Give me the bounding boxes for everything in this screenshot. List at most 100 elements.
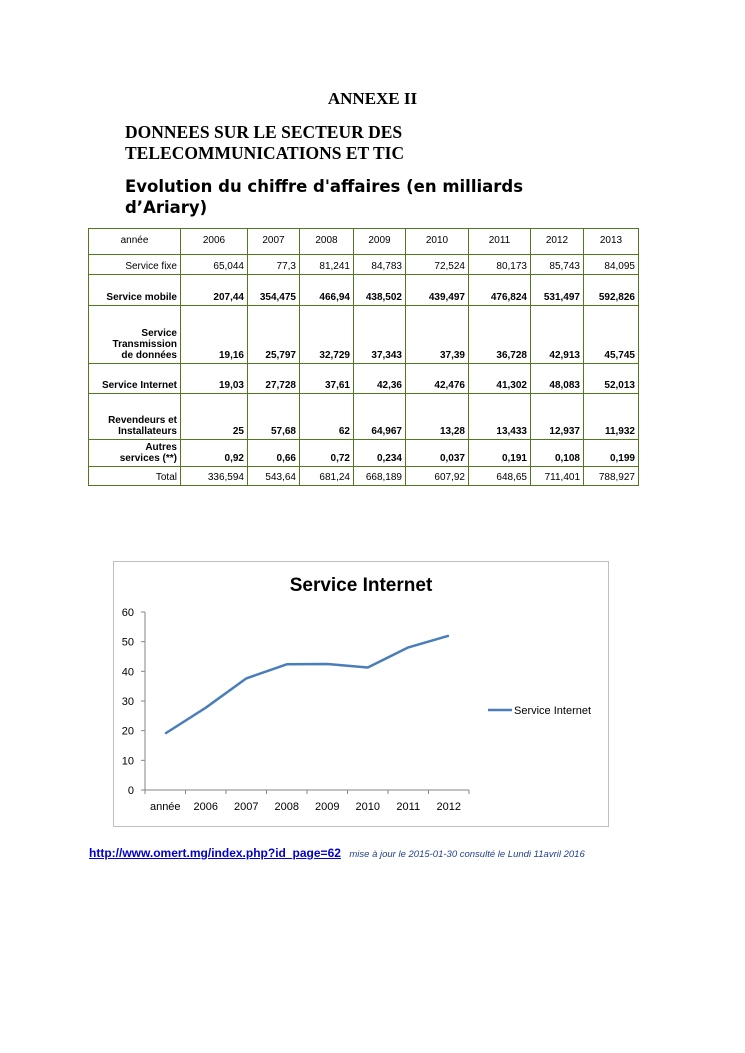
table-cell: 64,967 bbox=[353, 393, 406, 440]
row-label-line: Service bbox=[141, 328, 177, 339]
table-header-row: année 2006 2007 2008 2009 2010 2011 2012 2013 bbox=[88, 228, 639, 255]
table-cell: 543,64 bbox=[247, 466, 300, 486]
table-cell: 42,36 bbox=[353, 363, 406, 394]
table-cell: 84,783 bbox=[353, 254, 406, 275]
table-cell: 466,94 bbox=[299, 274, 354, 306]
table-cell: 13,433 bbox=[468, 393, 531, 440]
table-cell: 57,68 bbox=[247, 393, 300, 440]
heading-line-2: TELECOMMUNICATIONS ET TIC bbox=[125, 143, 405, 163]
table-cell: 42,476 bbox=[405, 363, 469, 394]
table-cell: 19,03 bbox=[180, 363, 248, 394]
table-cell: 12,937 bbox=[530, 393, 584, 440]
table-row: Autres services (**) 0,92 0,66 0,72 0,234 0,03… bbox=[88, 439, 639, 467]
table-row: Service mobile 207,44 354,475 466,94 438,502… bbox=[88, 274, 639, 306]
x-tick-label: 2007 bbox=[234, 801, 258, 813]
y-tick-label: 50 bbox=[122, 637, 134, 649]
data-point bbox=[205, 707, 207, 709]
x-tick-label: 2010 bbox=[356, 801, 380, 813]
table-cell: 0,037 bbox=[405, 439, 469, 467]
header-cell-year: 2010 bbox=[405, 228, 469, 255]
row-label: Autres services (**) bbox=[88, 439, 181, 467]
table-row: Total 336,594 543,64 681,24 668,189 607,92 648… bbox=[88, 466, 639, 486]
caption-line-2: d’Ariary) bbox=[125, 198, 208, 217]
table-cell: 788,927 bbox=[583, 466, 639, 486]
table-cell: 42,913 bbox=[530, 305, 584, 364]
table-cell: 354,475 bbox=[247, 274, 300, 306]
data-point bbox=[326, 663, 328, 665]
table-cell: 77,3 bbox=[247, 254, 300, 275]
table-cell: 607,92 bbox=[405, 466, 469, 486]
header-cell-year: 2009 bbox=[353, 228, 406, 255]
table-caption: Evolution du chiffre d'affaires (en mill… bbox=[125, 176, 685, 218]
chart-title: Service Internet bbox=[290, 575, 433, 596]
y-tick-label: 30 bbox=[122, 696, 134, 708]
row-label: Service Internet bbox=[88, 363, 181, 394]
chart-canvas: Service Internet 0 10 20 30 40 50 60 année 2006 20… bbox=[122, 575, 591, 813]
row-label-line: Service mobile bbox=[106, 292, 177, 303]
table-cell: 439,497 bbox=[405, 274, 469, 306]
row-label-line: Service Internet bbox=[101, 380, 177, 391]
x-tick-label: année bbox=[150, 801, 181, 813]
row-label-line: Transmission bbox=[112, 339, 177, 350]
table-cell: 0,191 bbox=[468, 439, 531, 467]
series-line-service-internet bbox=[164, 634, 450, 735]
table-cell: 668,189 bbox=[353, 466, 406, 486]
table-cell: 84,095 bbox=[583, 254, 639, 275]
row-label: Service Transmission de données bbox=[88, 305, 181, 364]
row-label-line: Total bbox=[155, 472, 177, 483]
header-cell-year: 2011 bbox=[468, 228, 531, 255]
data-point bbox=[407, 646, 409, 648]
table-cell: 0,199 bbox=[583, 439, 639, 467]
table-cell: 36,728 bbox=[468, 305, 531, 364]
table-cell: 85,743 bbox=[530, 254, 584, 275]
table-cell: 48,083 bbox=[530, 363, 584, 394]
annexe-title: ANNEXE II bbox=[327, 89, 418, 108]
table-cell: 25 bbox=[180, 393, 248, 440]
x-tick-label: 2012 bbox=[437, 801, 461, 813]
table-cell: 207,44 bbox=[180, 274, 248, 306]
table-cell: 37,61 bbox=[299, 363, 354, 394]
source-link[interactable]: http://www.omert.mg/index.php?id_page=62 bbox=[89, 846, 341, 860]
data-point bbox=[245, 677, 247, 679]
row-label-line: Service fixe bbox=[125, 261, 177, 272]
table-cell: 13,28 bbox=[405, 393, 469, 440]
table-cell: 438,502 bbox=[353, 274, 406, 306]
table-cell: 531,497 bbox=[530, 274, 584, 306]
header-cell-year: 2013 bbox=[583, 228, 639, 255]
row-label: Service mobile bbox=[88, 274, 181, 306]
table-cell: 32,729 bbox=[299, 305, 354, 364]
table-row: Service Transmission de données 19,16 25,797… bbox=[88, 305, 639, 364]
row-label-line: Installateurs bbox=[118, 426, 177, 437]
table-row: Service Internet 19,03 27,728 37,61 42,36 42,… bbox=[88, 363, 639, 394]
table-cell: 0,108 bbox=[530, 439, 584, 467]
x-tick-label: 2011 bbox=[396, 801, 420, 813]
data-point bbox=[448, 635, 450, 637]
y-tick-label: 60 bbox=[122, 607, 134, 619]
header-cell-year: 2006 bbox=[180, 228, 248, 255]
table-cell: 0,92 bbox=[180, 439, 248, 467]
row-label-line: de données bbox=[121, 350, 177, 361]
y-tick-label: 0 bbox=[128, 785, 134, 797]
table-cell: 25,797 bbox=[247, 305, 300, 364]
data-point bbox=[164, 733, 166, 735]
table-cell: 72,524 bbox=[405, 254, 469, 275]
row-label: Revendeurs et Installateurs bbox=[88, 393, 181, 440]
x-tick-label: 2008 bbox=[275, 801, 299, 813]
x-tick-label: 2009 bbox=[315, 801, 339, 813]
header-cell-year: 2008 bbox=[299, 228, 354, 255]
table-cell: 62 bbox=[299, 393, 354, 440]
table-row: Service fixe 65,044 77,3 81,241 84,783 72,524… bbox=[88, 254, 639, 275]
table-cell: 592,826 bbox=[583, 274, 639, 306]
header-cell-year: 2012 bbox=[530, 228, 584, 255]
header-cell-year: 2007 bbox=[247, 228, 300, 255]
source-note: mise à jour le 2015-01-30 consulté le Lu… bbox=[349, 849, 585, 860]
row-label-line: Autres bbox=[145, 442, 177, 453]
table-cell: 81,241 bbox=[299, 254, 354, 275]
header-cell-label: année bbox=[88, 228, 181, 255]
revenue-table: année 2006 2007 2008 2009 2010 2011 2012 2013 Ser… bbox=[88, 228, 639, 486]
document-heading: DONNEES SUR LE SECTEUR DES TELECOMMUNICA… bbox=[125, 122, 685, 164]
table-cell: 711,401 bbox=[530, 466, 584, 486]
table-cell: 476,824 bbox=[468, 274, 531, 306]
service-internet-chart: Service Internet 0 10 20 30 40 50 60 année 2006 20… bbox=[113, 561, 609, 827]
row-label-line: services (**) bbox=[119, 453, 177, 464]
